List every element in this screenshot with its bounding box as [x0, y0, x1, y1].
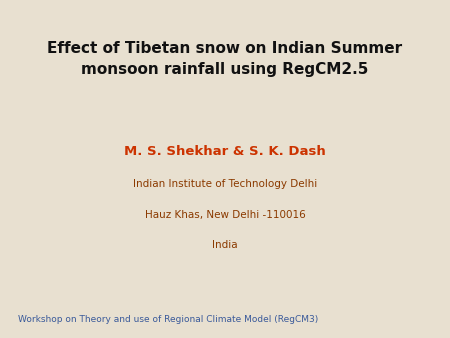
Text: India: India [212, 240, 238, 250]
Text: M. S. Shekhar & S. K. Dash: M. S. Shekhar & S. K. Dash [124, 145, 326, 158]
Text: Workshop on Theory and use of Regional Climate Model (RegCM3): Workshop on Theory and use of Regional C… [18, 315, 318, 324]
Text: Indian Institute of Technology Delhi: Indian Institute of Technology Delhi [133, 179, 317, 189]
Text: Hauz Khas, New Delhi -110016: Hauz Khas, New Delhi -110016 [144, 210, 306, 220]
Text: Effect of Tibetan snow on Indian Summer
monsoon rainfall using RegCM2.5: Effect of Tibetan snow on Indian Summer … [47, 41, 403, 77]
